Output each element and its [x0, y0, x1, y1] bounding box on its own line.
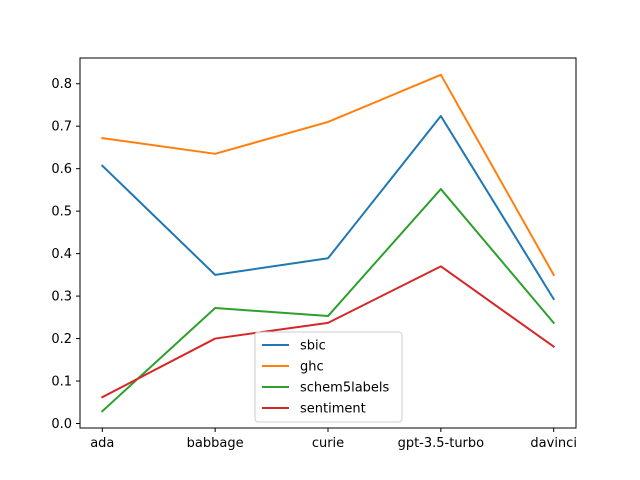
series-line-sentiment	[100, 265, 556, 399]
series-line-sbic	[100, 115, 556, 301]
y-tick-label: 0.0	[51, 417, 72, 432]
x-tick-label: gpt-3.5-turbo	[398, 436, 485, 451]
x-tick-label: ada	[90, 436, 114, 451]
y-tick-label: 0.1	[51, 375, 72, 390]
x-tick-label: babbage	[187, 436, 244, 451]
legend-box	[254, 331, 403, 423]
legend-label-ghc: ghc	[300, 360, 324, 375]
y-tick-label: 0.5	[51, 205, 72, 220]
y-tick-label: 0.4	[51, 247, 72, 262]
legend-label-schem5labels: schem5labels	[300, 381, 390, 396]
series-line-ghc	[101, 73, 556, 277]
legend-label-sentiment: sentiment	[300, 402, 366, 417]
legend: sbic ghc schem5labels sentiment	[254, 331, 403, 423]
x-tick-label: davinci	[530, 436, 577, 451]
y-tick-label: 0.8	[51, 77, 72, 92]
x-tick-label: curie	[312, 436, 344, 451]
series-line-schem5labels	[100, 188, 556, 413]
y-tick-label: 0.6	[51, 162, 72, 177]
y-tick-label: 0.7	[51, 120, 72, 135]
y-tick-label: 0.3	[51, 290, 72, 305]
legend-label-sbic: sbic	[300, 339, 326, 354]
y-tick-label: 0.2	[51, 332, 72, 347]
